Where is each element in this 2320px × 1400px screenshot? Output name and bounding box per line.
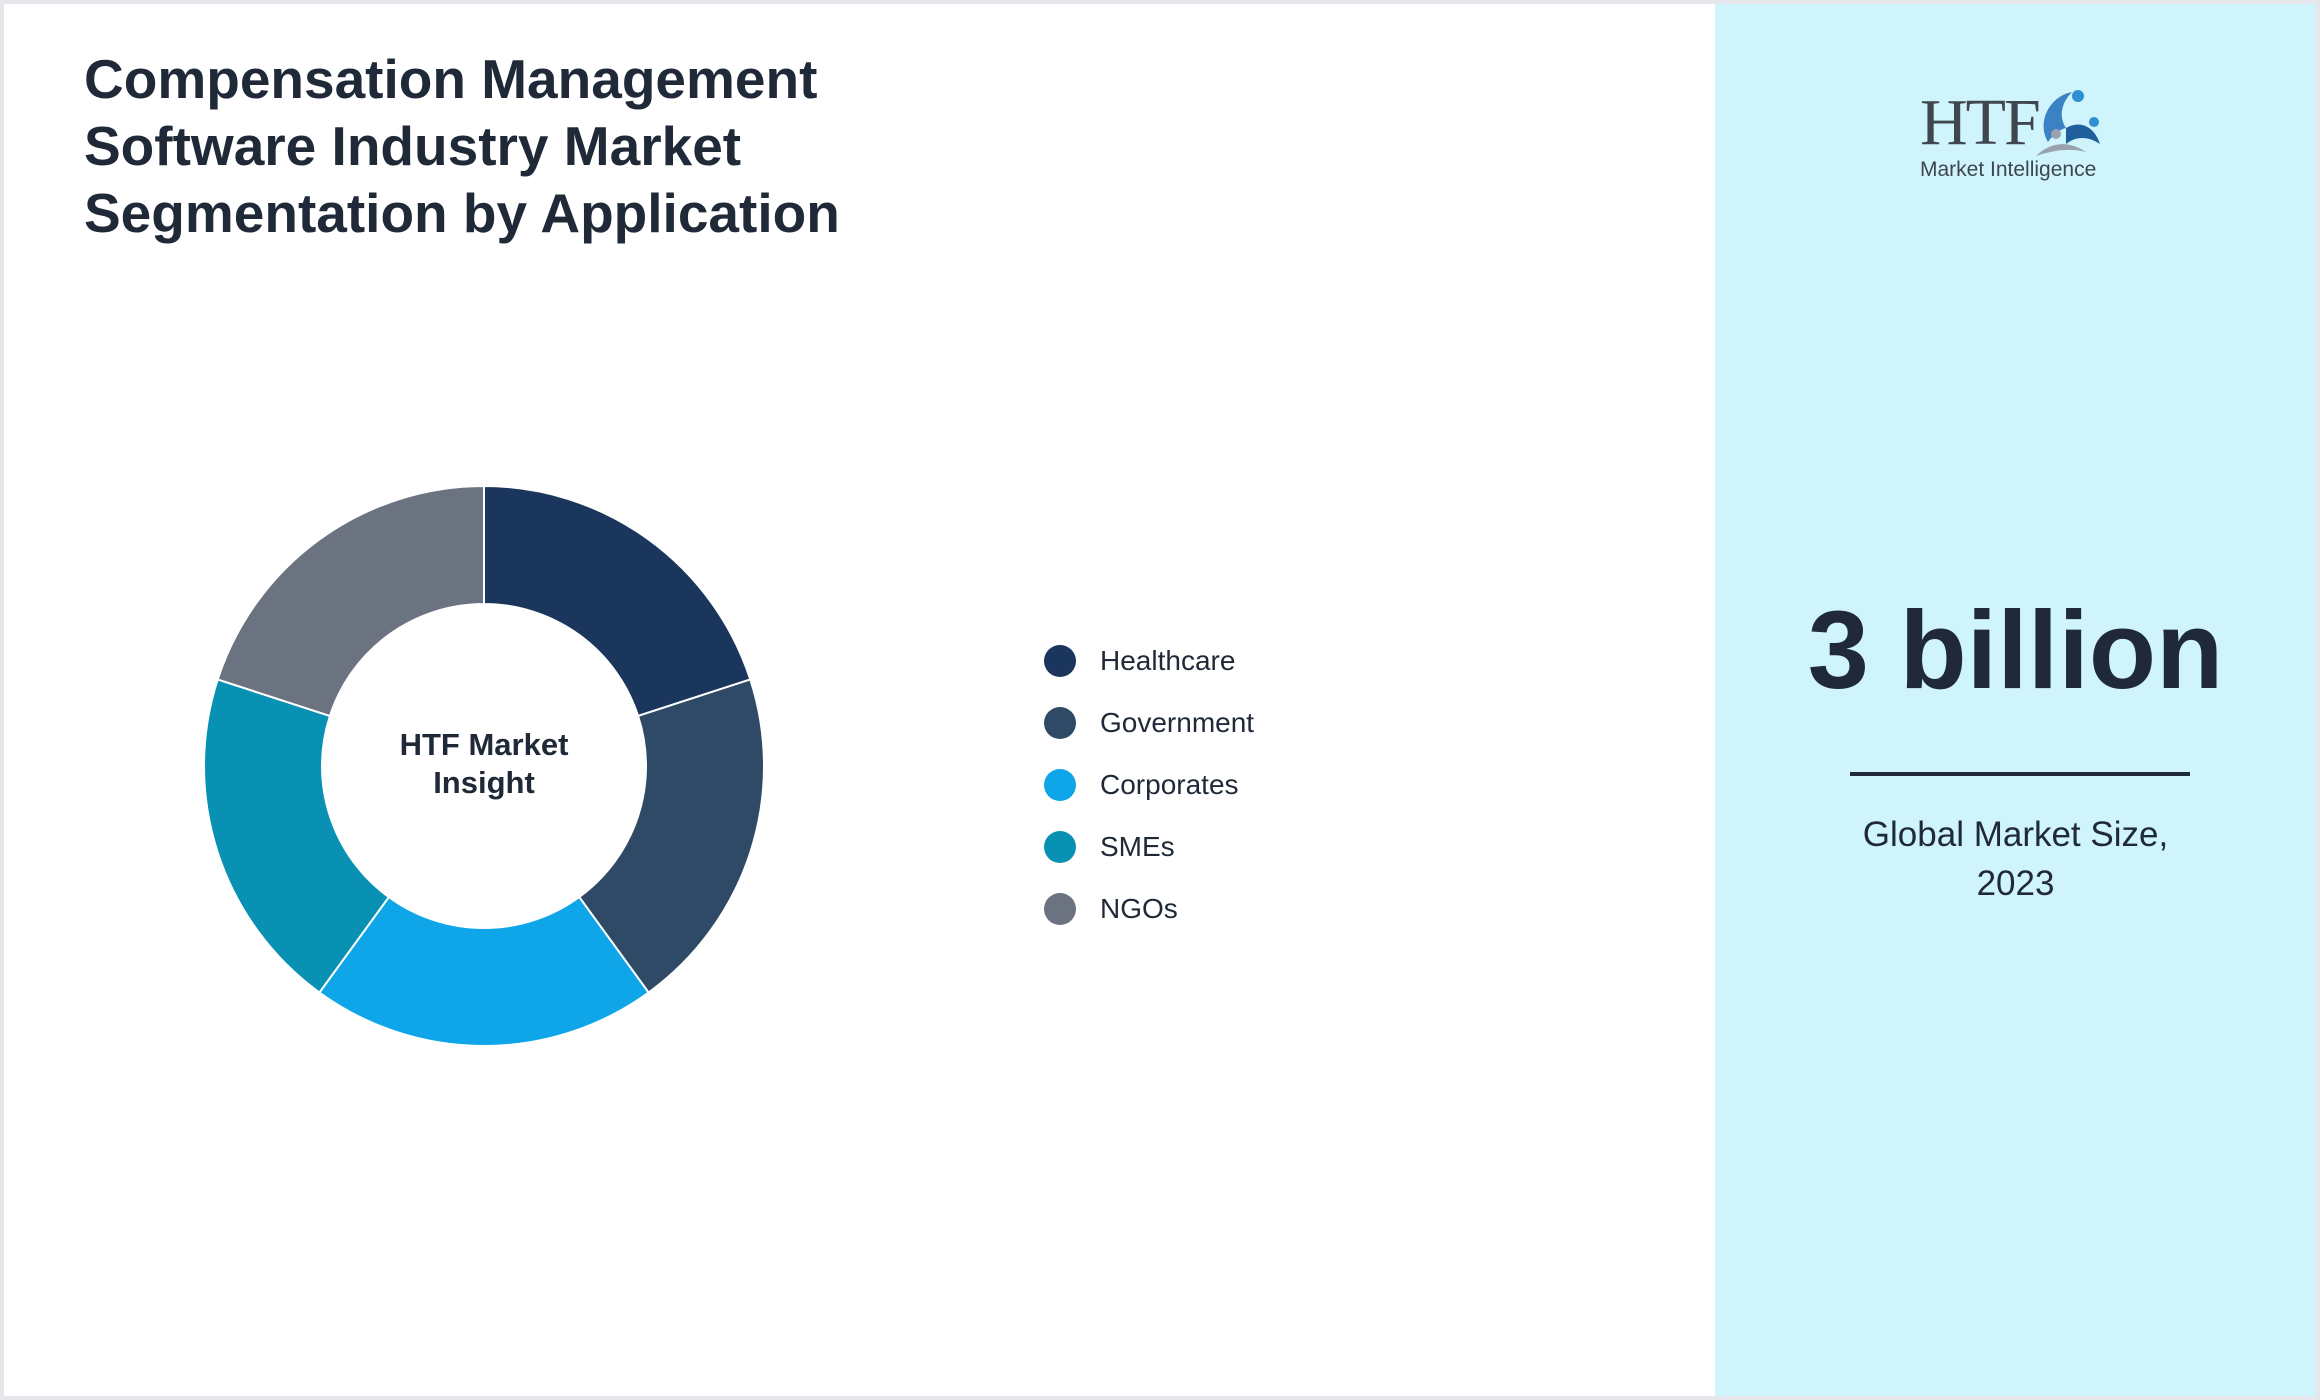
center-label-line: Insight xyxy=(433,765,535,800)
caption-line: Global Market Size, xyxy=(1862,815,2169,854)
legend-item-government: Government xyxy=(1044,692,1254,754)
legend-item-smes: SMEs xyxy=(1044,816,1254,878)
legend-label: Government xyxy=(1100,707,1255,738)
legend-label: Corporates xyxy=(1100,769,1239,800)
donut-chart xyxy=(203,484,765,1048)
market-size-caption: Global Market Size, 2023 xyxy=(1715,810,2316,908)
summary-panel: HTF Market Intelligence 3 billion Global… xyxy=(1715,4,2316,1396)
chart-panel: Compensation Management Software Industr… xyxy=(4,4,1715,1396)
legend-item-ngos: NGOs xyxy=(1044,878,1254,940)
donut-slice-ngos xyxy=(216,484,485,718)
donut-slice-government xyxy=(577,678,765,994)
logo-wordmark: HTF xyxy=(1920,86,2041,159)
legend-swatch xyxy=(1044,707,1076,739)
legend-swatch xyxy=(1044,893,1076,925)
legend-swatch xyxy=(1044,645,1076,677)
logo-tagline: Market Intelligence xyxy=(1920,158,2097,181)
legend-label: Healthcare xyxy=(1100,645,1236,676)
legend-item-corporates: Corporates xyxy=(1044,754,1254,816)
donut-slice-smes xyxy=(203,678,391,994)
chart-legend: Healthcare Government Corporates SMEs NGOs xyxy=(1044,630,1254,940)
legend-item-healthcare: Healthcare xyxy=(1044,630,1254,692)
donut-slice-healthcare xyxy=(483,484,752,718)
center-label-line: HTF Market xyxy=(399,727,569,762)
legend-label: NGOs xyxy=(1100,893,1178,924)
divider xyxy=(1850,772,2190,776)
legend-swatch xyxy=(1044,769,1076,801)
title-line: Segmentation by Application xyxy=(84,182,840,244)
donut-center-label: HTF Market Insight xyxy=(334,726,634,802)
title-line: Compensation Management xyxy=(84,48,818,110)
donut-slice-corporates xyxy=(318,895,650,1048)
legend-swatch xyxy=(1044,831,1076,863)
caption-line: 2023 xyxy=(1976,864,2055,903)
htf-swirl-figures-icon xyxy=(2036,90,2100,156)
market-size-value: 3 billion xyxy=(1807,589,2224,712)
htf-logo: HTF Market Intelligence xyxy=(1920,82,2110,192)
infographic-frame: Compensation Management Software Industr… xyxy=(4,4,2316,1396)
title-line: Software Industry Market xyxy=(84,115,742,177)
legend-label: SMEs xyxy=(1100,831,1175,862)
page-title: Compensation Management Software Industr… xyxy=(84,46,984,247)
